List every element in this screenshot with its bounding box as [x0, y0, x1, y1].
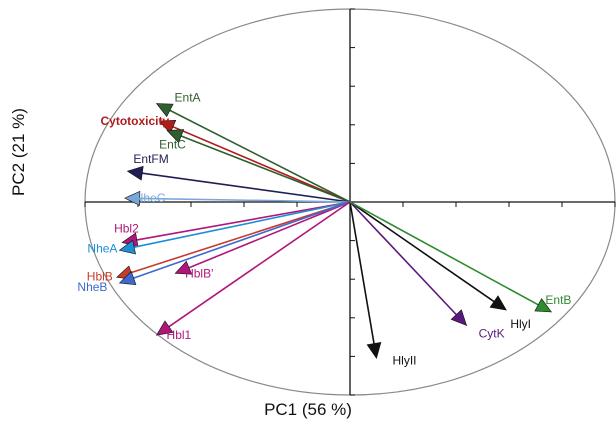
vector-enta: EntA — [155, 91, 351, 203]
vector-label: HblB — [87, 269, 113, 283]
vector-label: HblB' — [185, 266, 213, 280]
vector-arrowhead — [118, 270, 137, 286]
vector-line — [168, 201, 351, 328]
vector-line — [139, 197, 351, 203]
vector-label: EntB — [545, 293, 571, 307]
vector-hlyii: HlyII — [349, 201, 417, 367]
vector-arrowhead — [155, 320, 174, 336]
vector-line — [172, 126, 351, 203]
vector-nhea: NheA — [87, 201, 351, 255]
x-axis-title: PC1 (56 %) — [264, 400, 352, 419]
vector-label: HlyI — [510, 317, 531, 331]
vector-hblb-: HblB' — [174, 201, 351, 280]
vector-hbl2: Hbl2 — [114, 201, 351, 248]
vector-nhec: NheC — [124, 190, 351, 206]
vector-line — [349, 201, 539, 306]
vector-label: HlyII — [393, 353, 417, 367]
vector-cytk: CytK — [349, 201, 505, 341]
vector-label: EntFM — [133, 152, 168, 166]
vector-label: Hbl2 — [114, 222, 139, 236]
vector-label: EntC — [159, 138, 186, 152]
vector-arrowhead — [126, 165, 144, 181]
vector-line — [349, 201, 495, 303]
vector-label: Cytotoxicity — [101, 114, 170, 128]
vector-entc: EntC — [159, 129, 351, 203]
vector-line — [142, 172, 351, 203]
vector-arrowhead — [166, 129, 185, 144]
vector-label: Hbl1 — [167, 328, 192, 342]
vector-label: NheA — [87, 241, 117, 255]
vector-line — [133, 201, 351, 248]
vector-line — [136, 201, 351, 241]
y-axis-title-wrap: PC2 (21 %) — [4, 0, 34, 427]
vector-arrowhead — [118, 239, 136, 255]
vector-line — [180, 135, 351, 203]
vector-hlyi: HlyI — [349, 201, 531, 331]
vector-label: NheC — [135, 191, 166, 205]
vector-hblb: HblB — [87, 201, 351, 283]
vector-line — [169, 109, 351, 203]
vector-label: CytK — [479, 327, 505, 341]
vector-line — [130, 201, 351, 274]
vector-line — [133, 201, 351, 279]
vector-entb: EntB — [349, 201, 571, 313]
vector-arrowhead — [489, 295, 507, 311]
vector-arrowhead — [124, 190, 141, 206]
vector-line — [349, 201, 375, 344]
vector-label: EntA — [175, 91, 201, 105]
vector-nheb: NheB — [77, 201, 351, 294]
vector-label: NheB — [77, 280, 107, 294]
vector-arrowhead — [366, 341, 382, 360]
vector-arrowhead — [174, 260, 193, 275]
vector-line — [188, 201, 351, 269]
vector-arrowhead — [450, 309, 468, 327]
vector-line — [349, 201, 457, 316]
y-axis-title: PC2 (21 %) — [9, 108, 28, 196]
vector-arrowhead — [534, 298, 553, 313]
vector-hbl1: Hbl1 — [155, 201, 351, 342]
vector-arrowhead — [155, 103, 174, 118]
vector-entfm: EntFM — [126, 152, 351, 203]
